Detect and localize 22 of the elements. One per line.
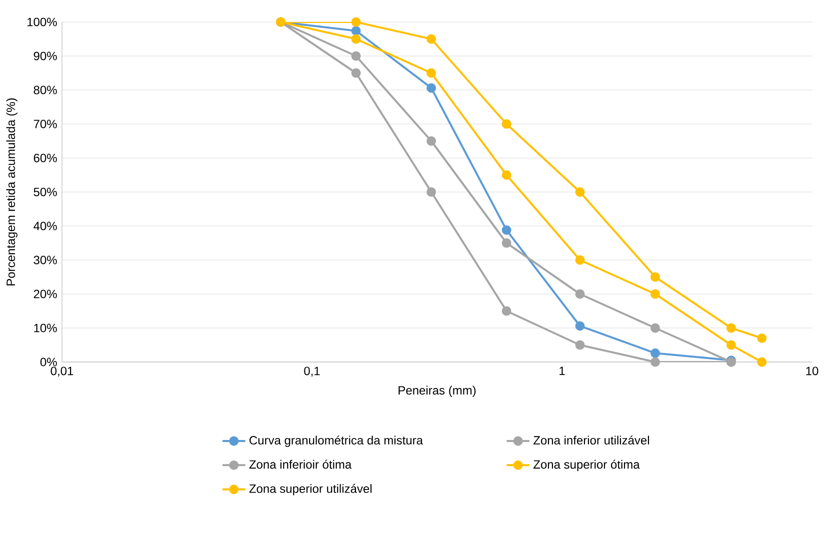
x-tick-label: 1 (560, 366, 565, 375)
y-tick-label: 40% (34, 222, 57, 230)
y-tick-label: 30% (34, 256, 57, 264)
y-tick-label: 20% (34, 290, 57, 298)
legend-label: Zona superior ótima (533, 460, 640, 472)
legend-label: Zona inferior utilizável (533, 436, 649, 445)
y-axis-title: Porcentagem retida acumulada (%) (6, 98, 18, 286)
legend-label: Zona inferioir ótima (249, 460, 352, 469)
legend-label: Curva granulométrica da mistura (250, 436, 423, 447)
y-tick-label: 0% (40, 358, 57, 366)
x-tick-label: 0,01 (50, 366, 74, 377)
y-tick-label: 50% (34, 188, 57, 196)
y-tick-label: 100% (28, 18, 57, 26)
x-tick-label: 0,1 (304, 366, 320, 377)
y-tick-label: 10% (34, 324, 57, 332)
y-tick-label: 70% (34, 120, 57, 128)
legend-label: Zona superior utilizável (249, 484, 372, 496)
y-tick-label: 80% (34, 86, 57, 94)
y-tick-label: 60% (34, 154, 57, 162)
x-tick-label: 10 (806, 366, 818, 376)
x-axis-title: Peneiras (mm) (398, 386, 476, 397)
y-tick-label: 90% (34, 52, 57, 60)
